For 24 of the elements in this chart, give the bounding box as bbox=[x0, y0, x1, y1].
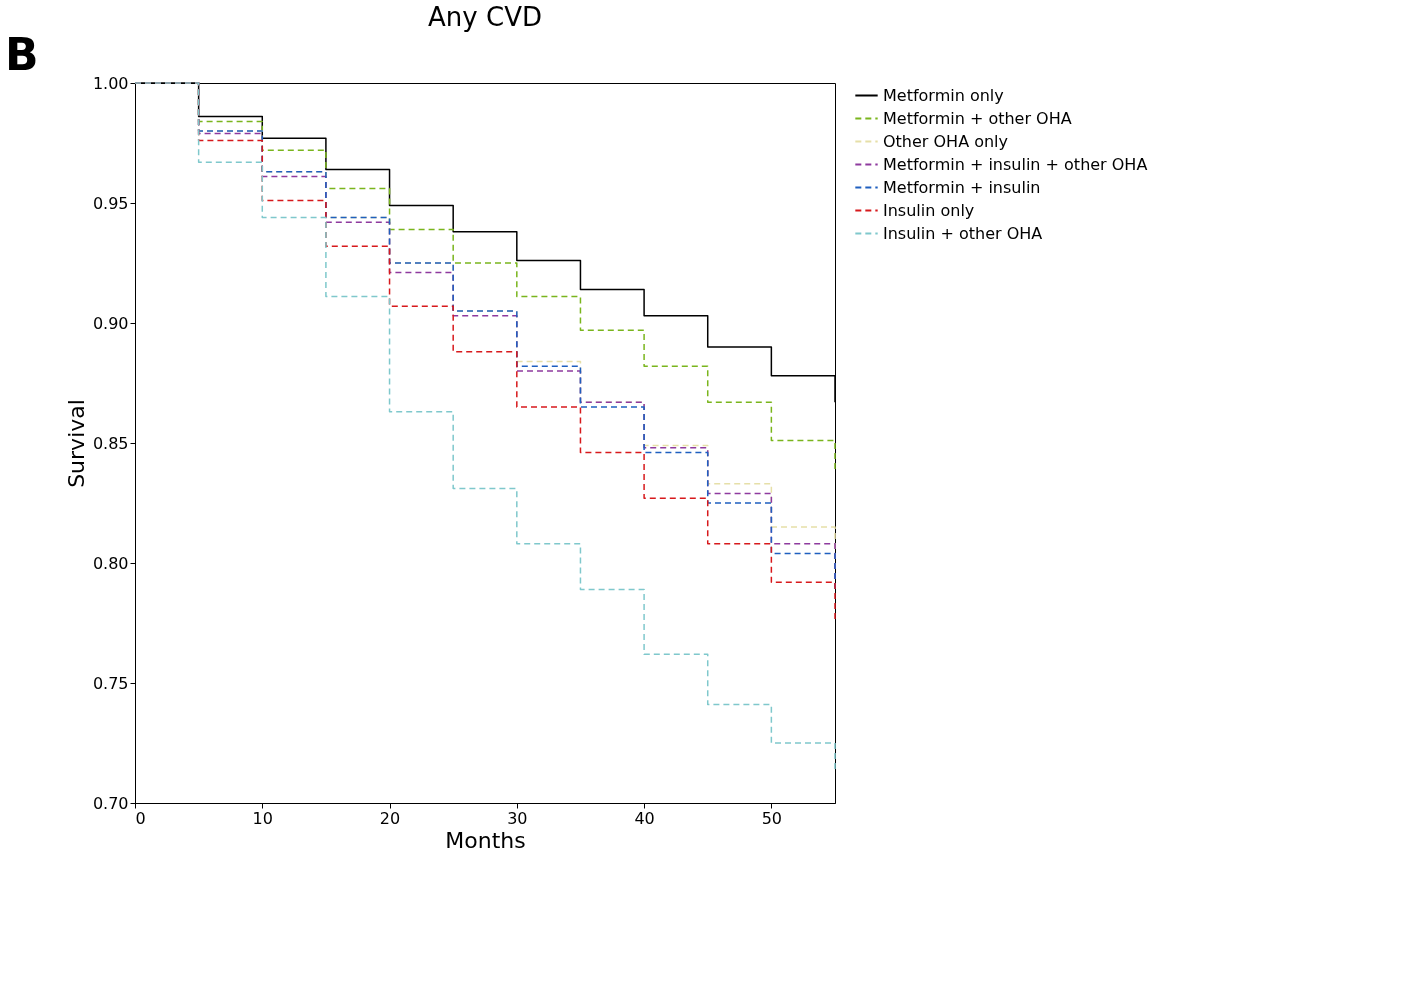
y-tick-label: 1.00 bbox=[92, 73, 129, 93]
y-tick-label: 0.75 bbox=[92, 673, 129, 693]
y-tick-label: 0.85 bbox=[92, 433, 129, 453]
y-tick-label: 0.80 bbox=[92, 553, 129, 573]
legend-label: Metformin only bbox=[883, 85, 1004, 105]
y-tick-label: 0.70 bbox=[92, 793, 129, 813]
x-tick-label: 30 bbox=[507, 808, 528, 828]
x-tick-label: 10 bbox=[252, 808, 273, 828]
x-tick-label: 40 bbox=[634, 808, 655, 828]
x-tick-label: 50 bbox=[761, 808, 783, 828]
x-axis-title: Months bbox=[445, 827, 526, 853]
chart-title: Any CVD bbox=[428, 2, 542, 32]
legend-label: Metformin + insulin + other OHA bbox=[883, 154, 1148, 174]
legend-label: Metformin + insulin bbox=[883, 177, 1041, 197]
legend-label: Metformin + other OHA bbox=[883, 108, 1072, 128]
text: B bbox=[5, 29, 39, 80]
y-axis-title: Survival bbox=[63, 399, 89, 488]
x-tick-label: 0 bbox=[135, 808, 146, 828]
y-tick-label: 0.90 bbox=[92, 313, 129, 333]
legend-label: Other OHA only bbox=[883, 131, 1009, 151]
legend-label: Insulin + other OHA bbox=[883, 223, 1043, 243]
y-tick-label: 0.95 bbox=[92, 193, 129, 213]
x-tick-label: 20 bbox=[379, 808, 401, 828]
legend-label: Insulin only bbox=[883, 200, 975, 220]
